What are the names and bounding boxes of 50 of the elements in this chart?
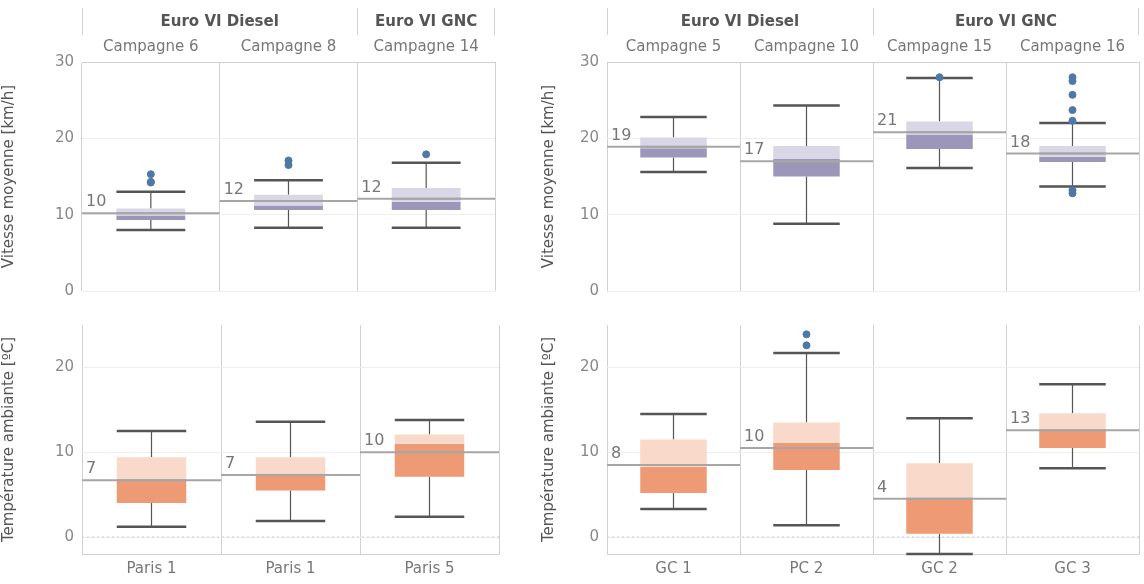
y-tick-label: 20 xyxy=(54,357,74,376)
y-tick-label: 20 xyxy=(579,128,599,147)
x-tick-label: PC 2 xyxy=(789,558,824,577)
text: 12 xyxy=(223,179,245,199)
x-tick-label: GC 2 xyxy=(921,558,958,577)
text: Euro VI Diesel xyxy=(680,11,800,30)
x-tick-label: Campagne 6 xyxy=(103,36,199,55)
y-tick-label: 20 xyxy=(54,128,74,147)
x-tick-label: GC 3 xyxy=(1054,558,1091,577)
text: 10 xyxy=(744,426,765,446)
text: 10 xyxy=(364,430,385,450)
text: 21 xyxy=(877,110,898,130)
text: 7 xyxy=(225,453,236,473)
x-tick-label: Campagne 5 xyxy=(625,36,722,55)
y-tick-label: 10 xyxy=(54,442,74,461)
y-tick-label: 0 xyxy=(64,526,74,545)
text: 7 xyxy=(86,458,97,478)
text: 10 xyxy=(86,191,107,211)
text: Euro VI GNC xyxy=(375,11,478,30)
y-tick-label: 10 xyxy=(579,442,599,461)
x-tick-label: Paris 5 xyxy=(404,558,455,577)
text: Euro VI GNC xyxy=(954,11,1058,30)
text: 19 xyxy=(611,124,632,144)
x-tick-label: Campagne 10 xyxy=(753,36,860,55)
y-tick-label: 30 xyxy=(579,51,599,70)
text: 4 xyxy=(877,477,888,497)
y-tick-label: 10 xyxy=(54,204,74,223)
text: 17 xyxy=(744,139,765,159)
y-tick-label: 30 xyxy=(54,51,74,70)
y-tick-label: 0 xyxy=(589,280,599,299)
y-axis-title: Vitesse moyenne [km/h] xyxy=(538,84,557,269)
y-tick-label: 10 xyxy=(579,204,599,223)
text: 13 xyxy=(1010,408,1031,428)
x-tick-label: GC 1 xyxy=(655,558,692,577)
x-tick-label: Campagne 8 xyxy=(240,36,337,55)
y-axis-title: Vitesse moyenne [km/h] xyxy=(0,84,17,269)
text: 18 xyxy=(1010,131,1031,151)
x-tick-label: Campagne 15 xyxy=(886,36,993,55)
y-axis-title: Température ambiante [ºC] xyxy=(0,336,17,544)
text: Euro VI Diesel xyxy=(160,11,279,30)
y-tick-label: 20 xyxy=(579,357,599,376)
x-tick-label: Campagne 16 xyxy=(1019,36,1126,55)
text: 8 xyxy=(611,443,622,463)
x-tick-label: Campagne 14 xyxy=(373,36,479,55)
x-tick-label: Paris 1 xyxy=(265,558,316,577)
text: 12 xyxy=(361,176,382,196)
x-tick-label: Paris 1 xyxy=(126,558,177,577)
y-tick-label: 0 xyxy=(64,280,74,299)
y-axis-title: Température ambiante [ºC] xyxy=(538,336,557,544)
y-tick-label: 0 xyxy=(589,526,599,545)
